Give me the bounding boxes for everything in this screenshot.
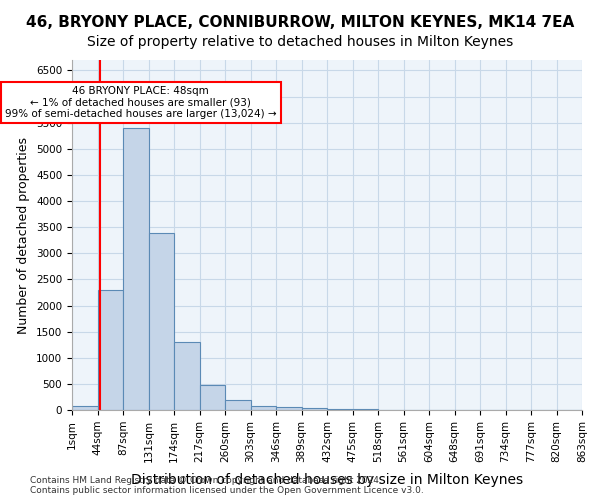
Bar <box>123 128 149 410</box>
Bar <box>174 342 199 410</box>
Y-axis label: Number of detached properties: Number of detached properties <box>17 136 31 334</box>
Bar <box>327 409 353 410</box>
Bar <box>276 407 302 410</box>
Bar <box>149 234 174 410</box>
Bar <box>251 406 276 410</box>
Bar <box>72 406 97 410</box>
Bar <box>97 290 123 410</box>
Bar <box>225 400 251 410</box>
Text: 46 BRYONY PLACE: 48sqm
← 1% of detached houses are smaller (93)
99% of semi-deta: 46 BRYONY PLACE: 48sqm ← 1% of detached … <box>5 86 277 120</box>
Text: Size of property relative to detached houses in Milton Keynes: Size of property relative to detached ho… <box>87 35 513 49</box>
Bar <box>199 385 225 410</box>
X-axis label: Distribution of detached houses by size in Milton Keynes: Distribution of detached houses by size … <box>131 473 523 487</box>
Text: Contains HM Land Registry data © Crown copyright and database right 2024.
Contai: Contains HM Land Registry data © Crown c… <box>30 476 424 495</box>
Text: 46, BRYONY PLACE, CONNIBURROW, MILTON KEYNES, MK14 7EA: 46, BRYONY PLACE, CONNIBURROW, MILTON KE… <box>26 15 574 30</box>
Bar <box>302 408 327 410</box>
